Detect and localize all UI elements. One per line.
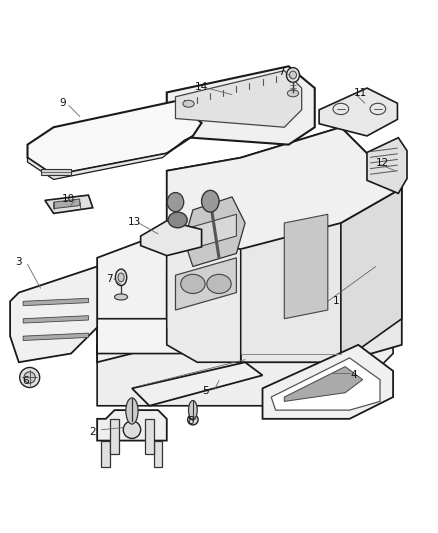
- Polygon shape: [176, 258, 237, 310]
- Text: 14: 14: [195, 82, 208, 92]
- Polygon shape: [132, 362, 262, 406]
- Ellipse shape: [116, 269, 127, 286]
- Ellipse shape: [183, 100, 194, 107]
- Text: 2: 2: [89, 427, 96, 437]
- Ellipse shape: [126, 398, 138, 424]
- Ellipse shape: [286, 68, 300, 83]
- Text: 11: 11: [354, 88, 367, 98]
- Polygon shape: [341, 188, 402, 362]
- Text: 3: 3: [15, 257, 22, 267]
- Polygon shape: [167, 66, 315, 144]
- Ellipse shape: [123, 421, 141, 439]
- Ellipse shape: [187, 415, 198, 425]
- Polygon shape: [241, 127, 402, 362]
- Text: 7: 7: [279, 67, 285, 77]
- Text: 12: 12: [375, 158, 389, 168]
- Polygon shape: [110, 419, 119, 454]
- Polygon shape: [262, 345, 393, 419]
- Polygon shape: [97, 232, 167, 362]
- Polygon shape: [102, 441, 110, 467]
- Polygon shape: [319, 88, 397, 136]
- Text: 13: 13: [127, 217, 141, 227]
- Text: 4: 4: [350, 370, 357, 381]
- Ellipse shape: [290, 71, 297, 79]
- Text: 6: 6: [22, 376, 28, 385]
- Polygon shape: [167, 158, 241, 362]
- Polygon shape: [184, 197, 245, 266]
- Polygon shape: [45, 195, 93, 213]
- Polygon shape: [167, 127, 402, 249]
- Ellipse shape: [24, 372, 35, 383]
- Polygon shape: [176, 71, 302, 127]
- Ellipse shape: [20, 367, 40, 387]
- Polygon shape: [97, 410, 167, 441]
- Polygon shape: [97, 301, 393, 406]
- Polygon shape: [367, 138, 407, 193]
- Polygon shape: [23, 298, 88, 305]
- Polygon shape: [41, 168, 71, 175]
- Ellipse shape: [207, 274, 231, 294]
- Polygon shape: [154, 441, 162, 467]
- Text: 8: 8: [187, 416, 194, 426]
- Ellipse shape: [168, 212, 187, 228]
- Text: 10: 10: [62, 194, 75, 204]
- Polygon shape: [284, 214, 328, 319]
- Ellipse shape: [118, 273, 124, 282]
- Text: 9: 9: [59, 98, 66, 108]
- Polygon shape: [28, 136, 193, 180]
- Ellipse shape: [287, 90, 299, 97]
- Polygon shape: [97, 258, 241, 353]
- Ellipse shape: [167, 192, 184, 212]
- Polygon shape: [53, 199, 80, 208]
- Polygon shape: [28, 101, 201, 175]
- Text: 7: 7: [106, 273, 113, 284]
- Polygon shape: [145, 419, 154, 454]
- Ellipse shape: [115, 294, 127, 300]
- Ellipse shape: [201, 190, 219, 212]
- Text: 1: 1: [333, 296, 340, 306]
- Ellipse shape: [181, 274, 205, 294]
- Polygon shape: [176, 214, 237, 254]
- Polygon shape: [141, 221, 201, 256]
- Polygon shape: [23, 333, 88, 341]
- Polygon shape: [23, 316, 88, 323]
- Ellipse shape: [188, 400, 197, 419]
- Polygon shape: [271, 358, 380, 410]
- Polygon shape: [284, 367, 363, 401]
- Polygon shape: [10, 266, 97, 362]
- Text: 5: 5: [203, 385, 209, 395]
